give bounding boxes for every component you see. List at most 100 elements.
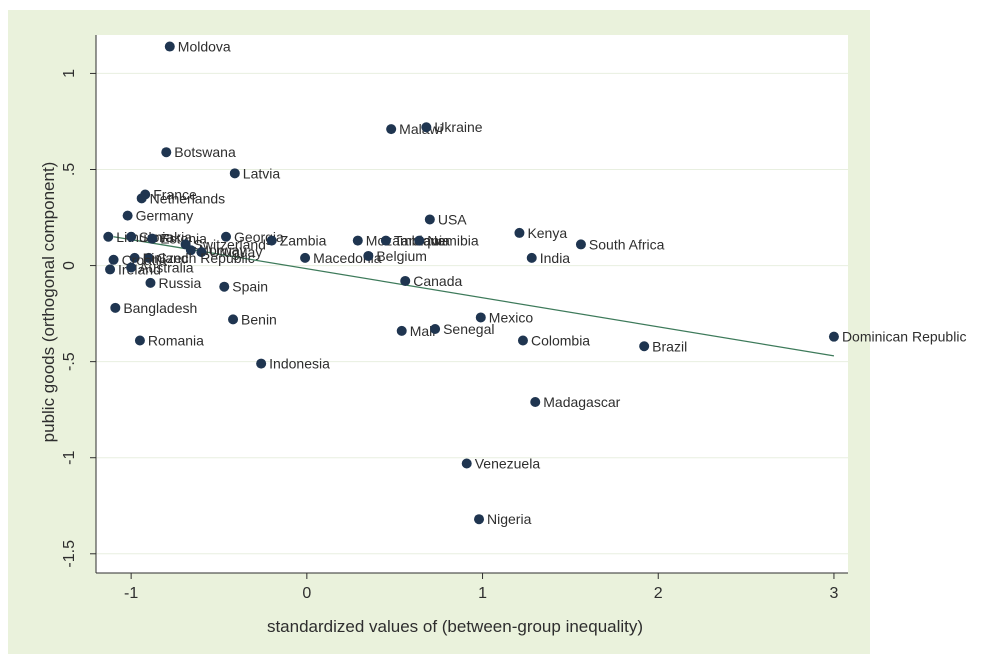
data-point (145, 277, 156, 288)
data-point-label: Estonia (160, 231, 207, 247)
data-point-label: Netherlands (150, 190, 226, 206)
data-point (196, 247, 207, 258)
data-point-label: Mali (410, 323, 436, 339)
y-tick-label: .5 (61, 163, 78, 176)
data-point (129, 252, 140, 263)
data-point-label: Dominican Republic (842, 329, 967, 345)
y-tick-label: 0 (61, 261, 78, 270)
x-axis-label: standardized values of (between-group in… (267, 617, 643, 636)
data-point-label: Kenya (527, 225, 567, 241)
data-point-label: South Africa (589, 236, 665, 252)
data-point (380, 235, 391, 246)
plot-area (96, 35, 848, 573)
data-point (400, 275, 411, 286)
y-ticks: -1.5 -1 -.5 0 .5 1 (61, 69, 96, 568)
data-point (421, 122, 432, 133)
y-tick-label: -1 (61, 451, 78, 465)
x-tick-label: 1 (478, 585, 487, 602)
data-point (828, 331, 839, 342)
grid-lines (96, 72, 848, 555)
data-point (414, 235, 425, 246)
data-point (221, 231, 232, 242)
data-point-label: Benin (241, 311, 277, 327)
data-point (108, 254, 119, 265)
data-point-label: Switzerland (194, 236, 266, 252)
data-point-label: Botswana (174, 144, 236, 160)
data-point (526, 252, 537, 263)
data-point (575, 239, 586, 250)
data-point (352, 235, 363, 246)
data-point-label: Mexico (489, 309, 534, 325)
x-tick-label: 3 (829, 585, 838, 602)
data-point-label: Spain (232, 279, 268, 295)
data-point-label: Finland (143, 250, 189, 266)
y-tick-label: 1 (61, 69, 78, 78)
x-tick-label: -1 (124, 585, 138, 602)
data-point-label: France (153, 186, 197, 202)
fit-line (113, 236, 835, 357)
data-point (475, 312, 486, 323)
data-point (639, 341, 650, 352)
data-point (474, 514, 485, 525)
y-tick-label: -1.5 (61, 540, 78, 568)
data-point (300, 252, 311, 263)
data-point-label: Brazil (652, 338, 687, 354)
data-point (161, 147, 172, 158)
data-point (147, 233, 158, 244)
data-point (164, 41, 175, 52)
data-point (396, 325, 407, 336)
data-point-label: Romania (148, 333, 204, 349)
data-point-label: Ukraine (434, 119, 482, 135)
data-point-label: Senegal (443, 321, 494, 337)
data-point (219, 281, 230, 292)
data-point (228, 314, 239, 325)
data-point (430, 323, 441, 334)
data-point-label: India (540, 250, 571, 266)
data-point (266, 235, 277, 246)
data-point-label: Uruguay (209, 244, 262, 260)
data-point-label: Bangladesh (123, 300, 197, 316)
data-point (229, 168, 240, 179)
axes (95, 35, 848, 574)
data-point (386, 124, 397, 135)
data-point-label: Namibia (427, 233, 479, 249)
data-point-label: Malawi (399, 121, 443, 137)
data-point-label: Australia (139, 259, 194, 275)
x-tick-label: 0 (302, 585, 311, 602)
data-point (461, 458, 472, 469)
y-tick-label: -.5 (61, 352, 78, 371)
data-point-label: Czech Republic (157, 250, 255, 266)
data-point-label: Canada (413, 273, 462, 289)
data-point-label: Moldova (178, 39, 231, 55)
data-point (122, 210, 133, 221)
x-tick-label: 2 (654, 585, 663, 602)
data-point-label: Colombia (531, 333, 590, 349)
data-point (126, 231, 137, 242)
data-point (136, 193, 147, 204)
data-point (103, 231, 114, 242)
data-point-label: Latvia (243, 165, 281, 181)
data-point (185, 245, 196, 256)
data-point (517, 335, 528, 346)
data-point-label: Madagascar (543, 394, 620, 410)
data-point-label: Norway (199, 242, 246, 258)
data-point-label: Indonesia (269, 356, 330, 372)
data-point (363, 250, 374, 261)
data-point (143, 252, 154, 263)
data-point-label: Germany (136, 208, 194, 224)
data-point (530, 396, 541, 407)
data-point (134, 335, 145, 346)
data-point-label: Venezuela (475, 455, 541, 471)
data-point-label: Nigeria (487, 511, 532, 527)
data-point-label: Belgium (376, 248, 427, 264)
data-point (514, 227, 525, 238)
y-axis-label: public goods (orthogonal component) (39, 162, 58, 443)
data-point (105, 264, 116, 275)
data-point (126, 262, 137, 273)
data-point-label: Russia (158, 275, 201, 291)
x-ticks: -1 0 1 2 3 (124, 573, 838, 602)
data-point (424, 214, 435, 225)
data-point (256, 358, 267, 369)
